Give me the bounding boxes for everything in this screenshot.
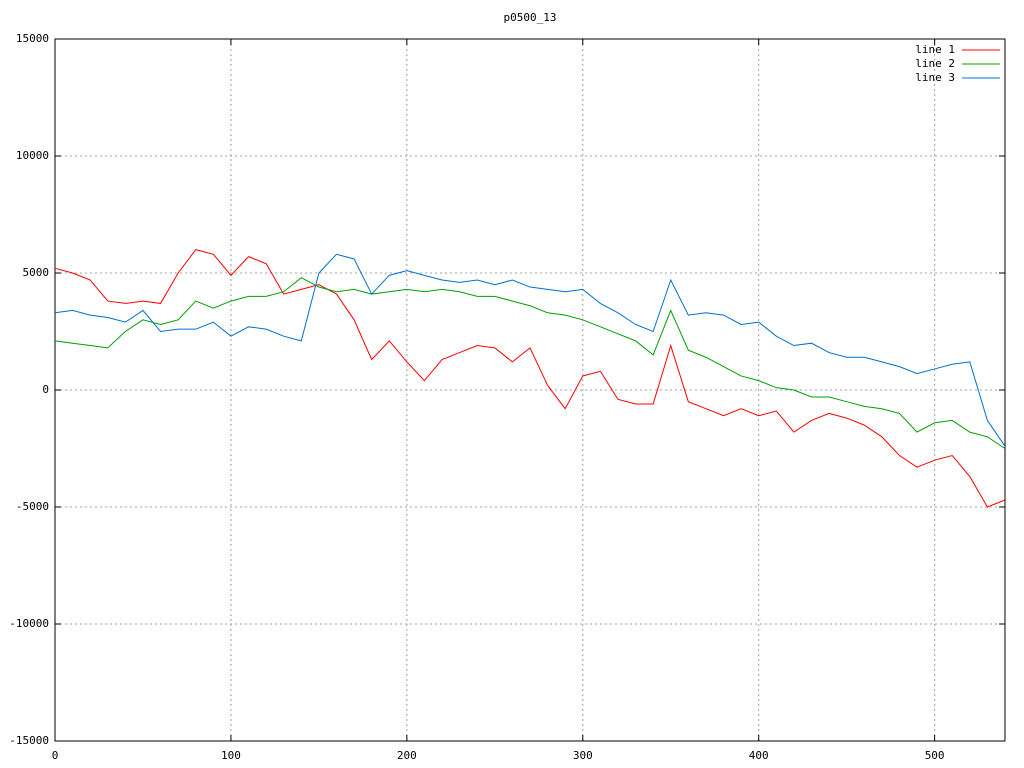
plot-frame <box>54 38 1006 742</box>
legend-label: line 2 <box>915 57 955 70</box>
y-tick-label: -10000 <box>9 617 49 630</box>
x-tick-label: 500 <box>925 749 945 762</box>
x-tick-label: 400 <box>749 749 769 762</box>
data-line <box>54 253 1006 447</box>
x-tick-label: 200 <box>397 749 417 762</box>
x-tick-label: 300 <box>573 749 593 762</box>
data-line <box>54 277 1006 449</box>
y-tick-label: 10000 <box>16 149 49 162</box>
y-tick-label: 5000 <box>23 266 50 279</box>
y-tick-label: -5000 <box>16 500 49 513</box>
x-tick-label: 100 <box>221 749 241 762</box>
chart-title: p0500_13 <box>504 11 557 24</box>
y-tick-label: 15000 <box>16 32 49 45</box>
x-tick-label: 0 <box>52 749 59 762</box>
data-line <box>54 249 1006 508</box>
legend-label: line 1 <box>915 43 955 56</box>
y-tick-label: -15000 <box>9 734 49 747</box>
y-tick-label: 0 <box>42 383 49 396</box>
legend-label: line 3 <box>915 71 955 84</box>
